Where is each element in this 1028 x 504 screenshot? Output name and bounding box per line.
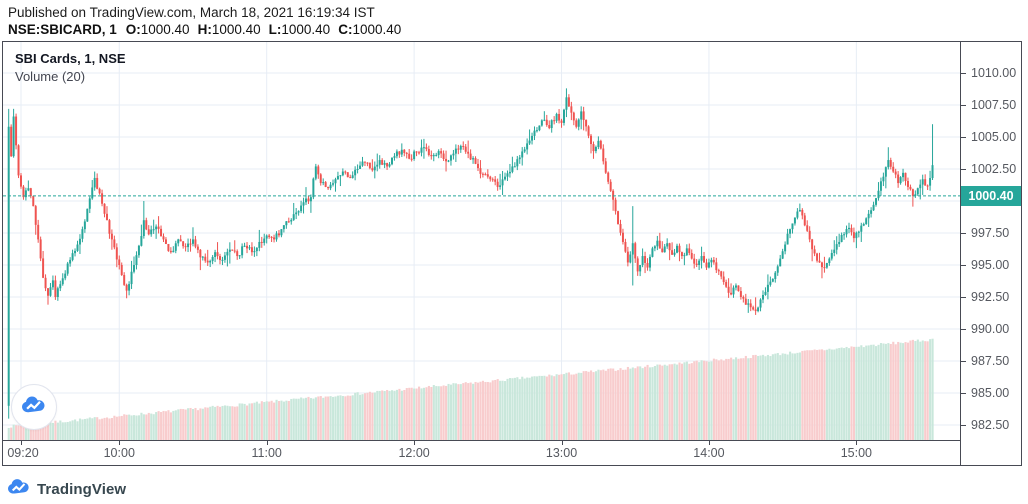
price-tick-label: 990.00: [971, 322, 1010, 336]
quote-close: C:1000.40: [338, 22, 402, 37]
price-tick-mark: [961, 425, 966, 426]
time-tick-label: 09:20: [7, 446, 39, 460]
price-tick-mark: [961, 265, 966, 266]
symbol-name: NSE:SBICARD, 1: [8, 22, 117, 37]
time-tick-mark: [414, 441, 416, 445]
time-tick-label: 10:00: [103, 446, 135, 460]
price-tick-mark: [961, 169, 966, 170]
legend-series-title[interactable]: SBI Cards, 1, NSE: [15, 51, 126, 66]
price-tick-mark: [961, 105, 966, 106]
watermark-badge: [11, 384, 57, 430]
footer-brand[interactable]: TradingView: [8, 479, 126, 499]
time-tick-mark: [20, 441, 22, 445]
time-tick-label: 13:00: [545, 446, 578, 460]
chart-plot-area[interactable]: [3, 42, 960, 440]
time-tick-label: 14:00: [693, 446, 725, 460]
quote-high: H:1000.40: [197, 22, 261, 37]
candle-series: [7, 88, 934, 419]
price-tick-label: 1002.50: [971, 162, 1017, 176]
volume-series: [7, 338, 934, 440]
candlestick-chart: [3, 42, 960, 440]
price-tick-mark: [961, 137, 966, 138]
last-price-label: 1000.40: [961, 185, 1021, 206]
chart-frame: SBI Cards, 1, NSE Volume (20) 1000.40 10…: [2, 41, 1022, 466]
time-tick-label: 11:00: [251, 446, 282, 460]
quote-open: O:1000.40: [125, 22, 190, 37]
quote-low: L:1000.40: [268, 22, 331, 37]
time-tick-mark: [119, 441, 121, 445]
price-tick-mark: [961, 73, 966, 74]
price-tick-label: 987.50: [971, 354, 1010, 368]
price-tick-label: 1005.00: [971, 130, 1017, 144]
price-tick-label: 985.00: [971, 386, 1010, 400]
time-tick-mark: [708, 441, 710, 445]
symbol-quote-line: NSE:SBICARD, 1 O:1000.40 H:1000.40 L:100…: [8, 22, 409, 37]
price-tick-mark: [961, 329, 966, 330]
price-tick-label: 997.50: [971, 226, 1010, 240]
time-tick-mark: [561, 441, 563, 445]
price-tick-label: 992.50: [971, 290, 1010, 304]
chart-legend: SBI Cards, 1, NSE Volume (20): [15, 50, 126, 85]
price-axis[interactable]: 1000.40 1010.00 1007.50 1005.00 1002.50 997.…: [960, 42, 1021, 465]
footer-brand-text: TradingView: [37, 480, 127, 498]
time-axis[interactable]: 09:20 10:00 11:00 12:00 13:00 14:00 15:00: [3, 440, 960, 465]
time-tick-label: 12:00: [398, 446, 430, 460]
price-tick-mark: [961, 393, 966, 394]
price-tick-mark: [961, 233, 966, 234]
time-tick-mark: [266, 441, 268, 445]
price-tick-label: 1007.50: [971, 98, 1017, 112]
price-tick-label: 1010.00: [971, 66, 1017, 80]
tradingview-cloud-icon: [22, 396, 46, 418]
legend-volume-indicator[interactable]: Volume (20): [15, 69, 86, 84]
published-info: Published on TradingView.com, March 18, …: [8, 5, 375, 20]
price-tick-label: 982.50: [971, 418, 1010, 432]
price-tick-label: 995.00: [971, 258, 1010, 272]
price-tick-mark: [961, 361, 966, 362]
time-tick-label: 15:00: [840, 446, 872, 460]
price-tick-mark: [961, 297, 966, 298]
tradingview-logo-icon: [8, 479, 30, 499]
time-tick-mark: [856, 441, 858, 445]
